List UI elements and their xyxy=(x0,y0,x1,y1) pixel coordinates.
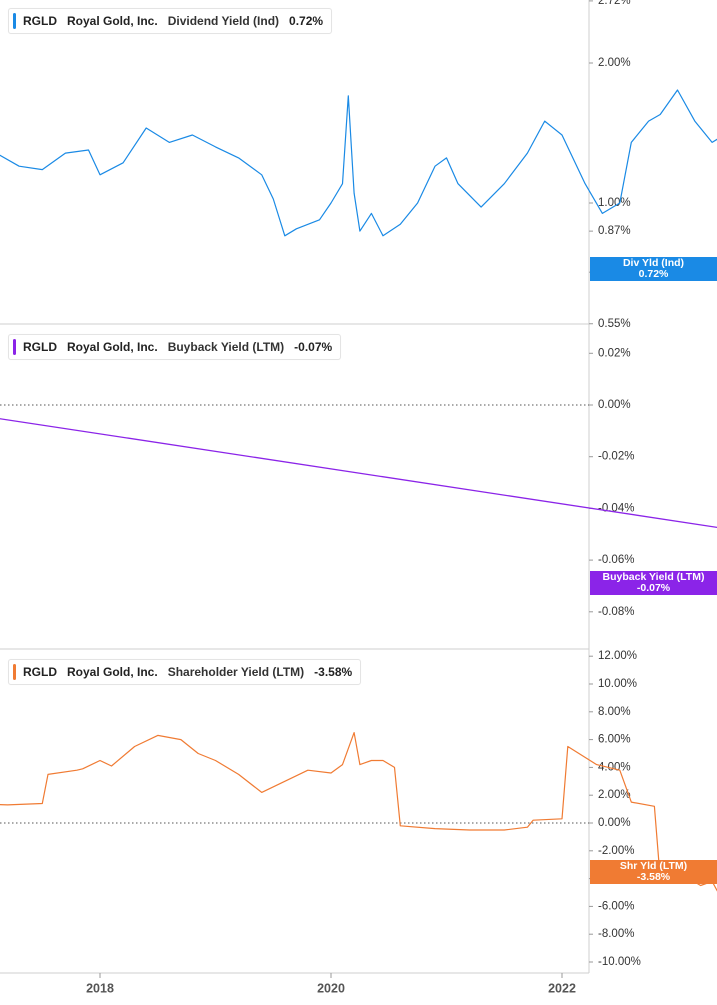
y-tick-label: -10.00% xyxy=(598,956,641,968)
y-tick-label: 0.00% xyxy=(598,817,631,829)
legend-company: Royal Gold, Inc. xyxy=(67,340,158,354)
series-line xyxy=(0,732,717,892)
badge-value: 0.72% xyxy=(638,268,669,280)
series-color-bar xyxy=(13,13,16,29)
legend-dividend: RGLD Royal Gold, Inc. Dividend Yield (In… xyxy=(8,8,333,34)
y-tick-label: -8.00% xyxy=(598,928,634,940)
x-tick-label: 2022 xyxy=(548,981,576,995)
legend-metric: Shareholder Yield (LTM) xyxy=(167,665,305,679)
y-tick-label: 4.00% xyxy=(598,761,631,773)
legend-shareholder: RGLD Royal Gold, Inc. Shareholder Yield … xyxy=(8,659,362,685)
series-line xyxy=(0,89,717,237)
y-tick-label: 0.87% xyxy=(598,225,631,237)
series-color-bar xyxy=(13,339,16,355)
badge-shareholder: Shr Yld (LTM) -3.58% xyxy=(590,860,717,884)
y-tick-label: -0.04% xyxy=(598,502,634,514)
badge-label: Buyback Yield (LTM) xyxy=(602,571,705,583)
y-tick-label: 0.00% xyxy=(598,399,631,411)
y-tick-label: 0.02% xyxy=(598,347,631,359)
y-tick-label: -0.02% xyxy=(598,451,634,463)
legend-ticker: RGLD xyxy=(23,340,57,354)
legend-value: -0.07% xyxy=(294,340,333,354)
badge-label: Div Yld (Ind) xyxy=(622,257,685,269)
legend-metric: Buyback Yield (LTM) xyxy=(167,340,285,354)
badge-value: -3.58% xyxy=(636,871,671,883)
y-tick-label: 8.00% xyxy=(598,706,631,718)
legend-buyback: RGLD Royal Gold, Inc. Buyback Yield (LTM… xyxy=(8,334,342,360)
legend-company: Royal Gold, Inc. xyxy=(67,14,158,28)
y-tick-label: 6.00% xyxy=(598,734,631,746)
y-tick-label: -2.00% xyxy=(598,845,634,857)
y-tick-label: 10.00% xyxy=(598,678,637,690)
legend-value: -3.58% xyxy=(314,665,353,679)
y-tick-label: 0.55% xyxy=(598,318,631,330)
x-tick-label: 2018 xyxy=(86,981,114,995)
badge-label: Shr Yld (LTM) xyxy=(619,860,688,872)
legend-value: 0.72% xyxy=(289,14,324,28)
legend-ticker: RGLD xyxy=(23,665,57,679)
y-tick-label: 12.00% xyxy=(598,650,637,662)
y-tick-label: -0.06% xyxy=(598,554,634,566)
y-tick-label: -0.08% xyxy=(598,606,634,618)
badge-buyback: Buyback Yield (LTM) -0.07% xyxy=(590,571,717,595)
badge-dividend: Div Yld (Ind) 0.72% xyxy=(590,257,717,281)
y-tick-label: 2.00% xyxy=(598,789,631,801)
badge-value: -0.07% xyxy=(636,582,671,594)
legend-company: Royal Gold, Inc. xyxy=(67,665,158,679)
x-tick-label: 2020 xyxy=(317,981,345,995)
y-tick-label: 1.00% xyxy=(598,197,631,209)
series-line xyxy=(0,418,717,529)
y-tick-label: -6.00% xyxy=(598,900,634,912)
series-color-bar xyxy=(13,664,16,680)
y-tick-label: 2.72% xyxy=(598,0,631,7)
legend-ticker: RGLD xyxy=(23,14,57,28)
y-tick-label: 2.00% xyxy=(598,57,631,69)
legend-metric: Dividend Yield (Ind) xyxy=(167,14,280,28)
